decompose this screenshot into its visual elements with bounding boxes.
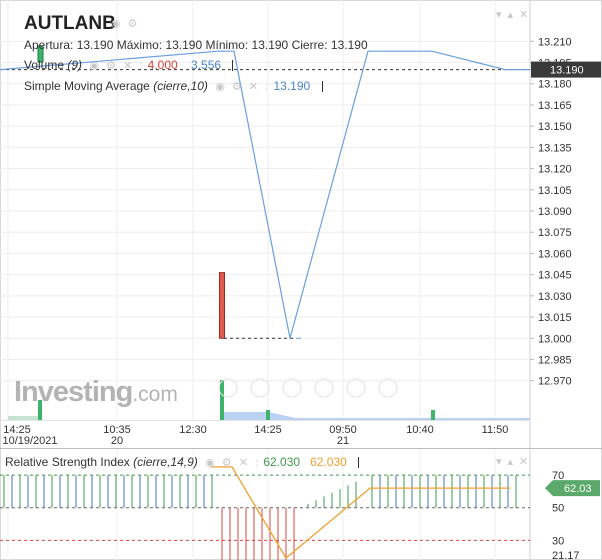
candle-up xyxy=(37,45,44,63)
toolbar-ghost-icon xyxy=(218,378,238,398)
sma-param: (cierre,10) xyxy=(153,79,208,93)
logo-main: Investing xyxy=(14,376,133,408)
rsi-y-tick-label: 50 xyxy=(552,503,564,515)
sma-label: Simple Moving Average xyxy=(24,79,150,93)
cursor-mark xyxy=(321,81,323,93)
y-tick-label: 13.135 xyxy=(538,142,572,154)
maximo-value: 13.190 xyxy=(165,38,203,52)
toolbar-ghost-icon xyxy=(282,378,302,398)
y-tick-label: 13.090 xyxy=(538,206,572,218)
rsi-value-1: 62.030 xyxy=(263,455,301,469)
y-tick-label: 13.045 xyxy=(538,270,572,282)
y-tick-label: 12.985 xyxy=(538,354,572,366)
x-tick-label: 11:50 xyxy=(482,424,509,436)
toolbar-ghost-icon xyxy=(346,378,366,398)
rsi-y-tick-label: 21.17 xyxy=(552,550,580,560)
logo-suffix: .com xyxy=(132,383,178,406)
apertura-value: 13.190 xyxy=(76,38,114,52)
rsi-current-badge xyxy=(545,480,600,497)
pane-window-icons[interactable]: ▾▴✕ xyxy=(496,9,535,21)
current-price-badge xyxy=(531,61,601,78)
x-tick-label: 10:40 xyxy=(406,424,434,436)
volume-value-1: 4.000 xyxy=(147,58,178,72)
y-tick-label: 13.030 xyxy=(538,291,572,303)
volume-area xyxy=(222,412,530,420)
toolbar-ghost-icon xyxy=(378,378,398,398)
rsi-current-text: 62.03 xyxy=(564,483,592,495)
cierre-value: 13.190 xyxy=(330,38,368,52)
cursor-mark xyxy=(358,457,360,469)
candle-down xyxy=(219,272,225,339)
y-tick-label: 13.060 xyxy=(538,248,572,260)
sma-legend: Simple Moving Average (cierre,10) ◉ ⚙ ✕ … xyxy=(24,79,323,93)
volume-bar xyxy=(220,380,224,420)
x-date-label: 10/19/2021 xyxy=(2,435,57,447)
rsi-param: (cierre,14,9) xyxy=(133,455,198,469)
y-tick-label: 13.000 xyxy=(538,333,572,345)
rsi-controls-icon[interactable]: ◉ ⚙ ✕ : xyxy=(205,457,261,469)
x-tick-label: 14:25 xyxy=(3,424,31,436)
volume-value-2: 3.556 xyxy=(191,58,222,72)
x-date-label: 20 xyxy=(111,435,123,447)
x-tick-label: 10:35 xyxy=(103,424,131,436)
rsi-label: Relative Strength Index xyxy=(5,455,130,469)
y-tick-label: 13.180 xyxy=(538,79,572,91)
eye-icon[interactable]: ◉ ⚙ xyxy=(111,18,140,30)
x-tick-label: 09:50 xyxy=(329,424,357,436)
ohlc-legend: Apertura: 13.190 Máximo: 13.190 Mínimo: … xyxy=(24,38,368,52)
rsi-line xyxy=(210,466,510,559)
rsi-value-2: 62.030 xyxy=(310,455,347,469)
volume-label: Volume xyxy=(24,58,65,72)
y-tick-label: 12.970 xyxy=(538,376,572,388)
sma-value: 13.190 xyxy=(273,79,311,93)
volume-area xyxy=(8,416,40,420)
sma-controls-icon[interactable]: ◉ ⚙ ✕ : xyxy=(215,81,271,93)
rsi-window-icons[interactable]: ▾▴✕ xyxy=(496,456,535,468)
rsi-y-tick-label: 30 xyxy=(552,535,564,547)
x-tick-label: 14:25 xyxy=(254,424,282,436)
rsi-legend: Relative Strength Index (cierre,14,9) ◉ … xyxy=(5,455,360,469)
volume-bar xyxy=(431,410,435,420)
y-tick-label: 13.015 xyxy=(538,312,572,324)
x-tick-label: 12:30 xyxy=(179,424,207,436)
y-tick-label: 13.150 xyxy=(538,121,572,133)
volume-bar xyxy=(266,410,270,420)
y-tick-label: 13.075 xyxy=(538,227,572,239)
toolbar-ghost-icon xyxy=(314,378,334,398)
y-tick-label: 13.120 xyxy=(538,164,572,176)
apertura-label: Apertura: xyxy=(24,38,74,52)
y-tick-label: 13.105 xyxy=(538,185,572,197)
volume-param: (9) xyxy=(67,58,83,72)
minimo-value: 13.190 xyxy=(251,38,289,52)
y-tick-label: 13.165 xyxy=(538,100,572,112)
rsi-y-tick-label: 70 xyxy=(552,470,564,482)
maximo-label: Máximo: xyxy=(116,38,163,52)
current-price-text: 13.190 xyxy=(550,65,584,77)
minimo-label: Mínimo: xyxy=(205,38,249,52)
investing-logo: Investing.com xyxy=(14,376,178,409)
toolbar-ghost-icon xyxy=(250,378,270,398)
cursor-mark xyxy=(232,60,234,72)
y-tick-label: 13.210 xyxy=(538,36,572,48)
cierre-label: Cierre: xyxy=(291,38,328,52)
symbol-title: AUTLANB xyxy=(24,13,116,34)
x-date-label: 21 xyxy=(337,435,349,447)
volume-bar xyxy=(38,400,42,420)
volume-controls-icon[interactable]: ◉ ⚙ ✕ : xyxy=(89,60,145,72)
volume-legend: Volume (9) ◉ ⚙ ✕ : 4.000 3.556 xyxy=(24,58,234,72)
sma-line xyxy=(0,50,530,339)
